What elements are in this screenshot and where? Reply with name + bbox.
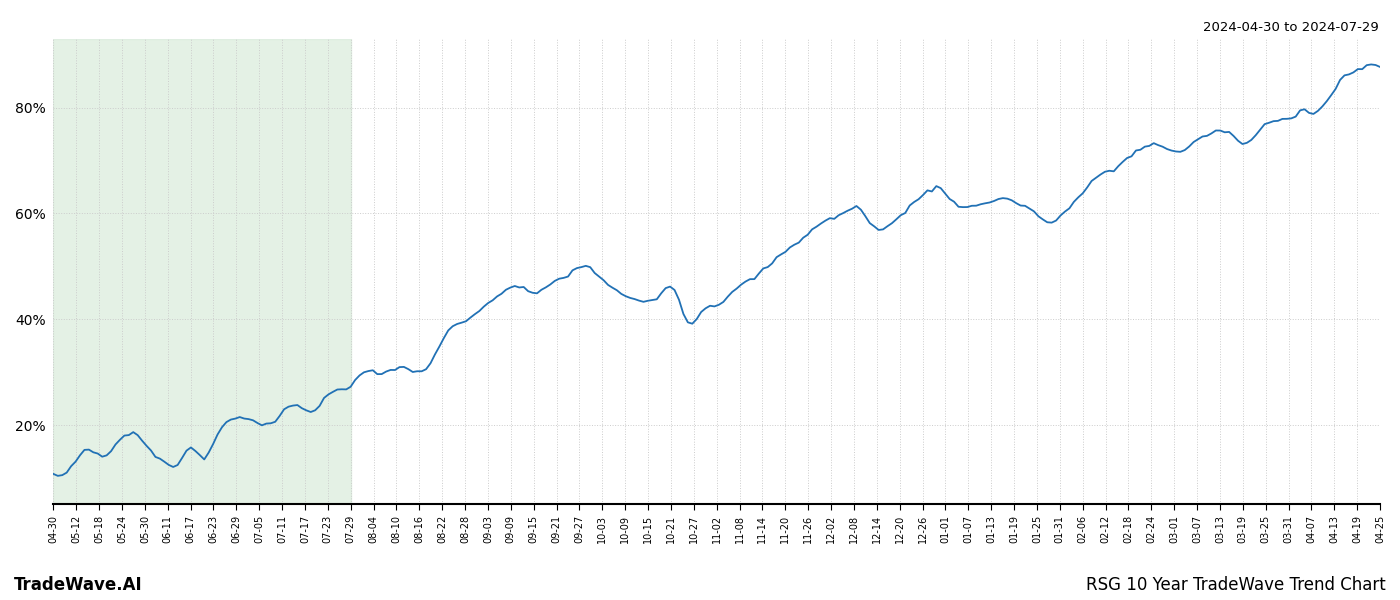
Text: 2024-04-30 to 2024-07-29: 2024-04-30 to 2024-07-29	[1203, 21, 1379, 34]
Text: TradeWave.AI: TradeWave.AI	[14, 576, 143, 594]
Bar	[53, 39, 351, 505]
Text: RSG 10 Year TradeWave Trend Chart: RSG 10 Year TradeWave Trend Chart	[1086, 576, 1386, 594]
